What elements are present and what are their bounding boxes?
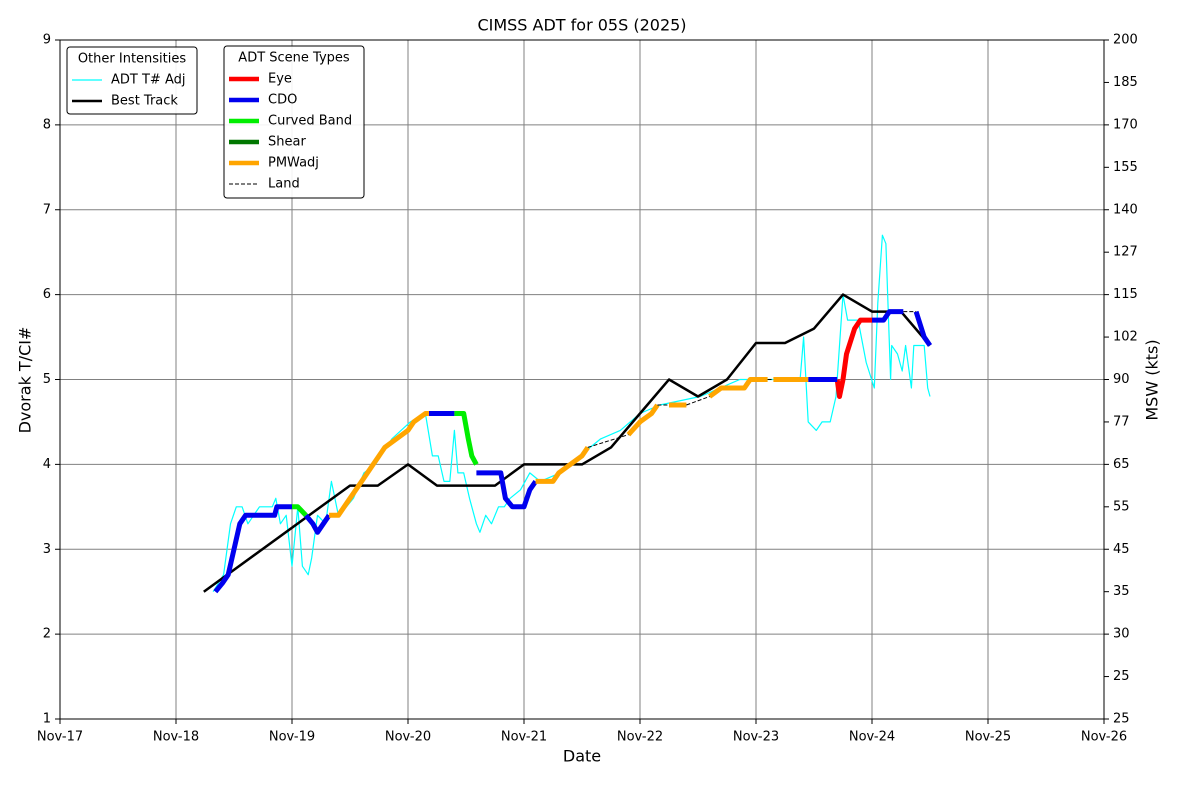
y-tick-label: 3 [43,542,51,557]
x-axis-label: Date [563,747,601,766]
series-line [213,309,933,594]
legend-label: Shear [268,135,306,150]
legend-label: PMWadj [268,156,319,171]
series-line [212,234,931,593]
x-tick-label: Nov-18 [153,730,199,745]
legend-title: ADT Scene Types [238,51,350,66]
y-tick-label: 2 [43,627,51,642]
y2-tick-label: 200 [1113,33,1138,48]
y-tick-label: 1 [43,712,51,727]
y2-tick-label: 65 [1113,457,1130,472]
y-tick-label: 9 [43,33,51,48]
y-tick-label: 4 [43,457,51,472]
y-tick-label: 6 [43,287,51,302]
y2-tick-label: 185 [1113,75,1138,90]
y2-tick-label: 77 [1113,414,1130,429]
legend-label: Curved Band [268,114,352,129]
y-tick-label: 5 [43,372,51,387]
x-tick-label: Nov-25 [965,730,1011,745]
chart-title: CIMSS ADT for 05S (2025) [477,16,686,35]
y2-tick-label: 25 [1113,712,1130,727]
x-tick-label: Nov-22 [617,730,663,745]
legend-label: Land [268,177,300,192]
legend-label: Eye [268,72,292,87]
y2-tick-label: 115 [1113,287,1138,302]
y2-tick-label: 140 [1113,202,1138,217]
legend-box [223,45,365,199]
plot-frame [59,39,1105,720]
series-line [587,311,917,448]
legend-label: ADT T# Adj [111,73,185,88]
x-tick-label: Nov-17 [37,730,83,745]
series-line [329,377,809,518]
y2-tick-label: 102 [1113,330,1138,345]
y2-tick-label: 90 [1113,372,1130,387]
legend-label: Best Track [111,94,178,109]
series-line [834,317,872,399]
y2-tick-label: 30 [1113,627,1130,642]
x-tick-label: Nov-23 [733,730,779,745]
y2-tick-label: 55 [1113,499,1130,514]
y2-tick-label: 127 [1113,245,1138,260]
x-tick-label: Nov-21 [501,730,547,745]
y2-tick-label: 155 [1113,160,1138,175]
y-tick-label: 8 [43,117,51,132]
y-axis-label: Dvorak T/CI# [16,327,35,434]
legend-label: CDO [268,93,297,108]
y2-tick-label: 35 [1113,584,1130,599]
x-tick-label: Nov-26 [1081,730,1127,745]
legend-box [66,46,198,115]
y2-tick-label: 25 [1113,669,1130,684]
y-tick-label: 7 [43,202,51,217]
x-tick-label: Nov-24 [849,730,895,745]
series-line [203,293,931,593]
legend-title: Other Intensities [78,52,187,67]
y2-tick-label: 170 [1113,117,1138,132]
y2-axis-label: MSW (kts) [1143,339,1162,420]
x-tick-label: Nov-19 [269,730,315,745]
y2-tick-label: 45 [1113,542,1130,557]
series-line [292,411,479,518]
x-tick-label: Nov-20 [385,730,431,745]
